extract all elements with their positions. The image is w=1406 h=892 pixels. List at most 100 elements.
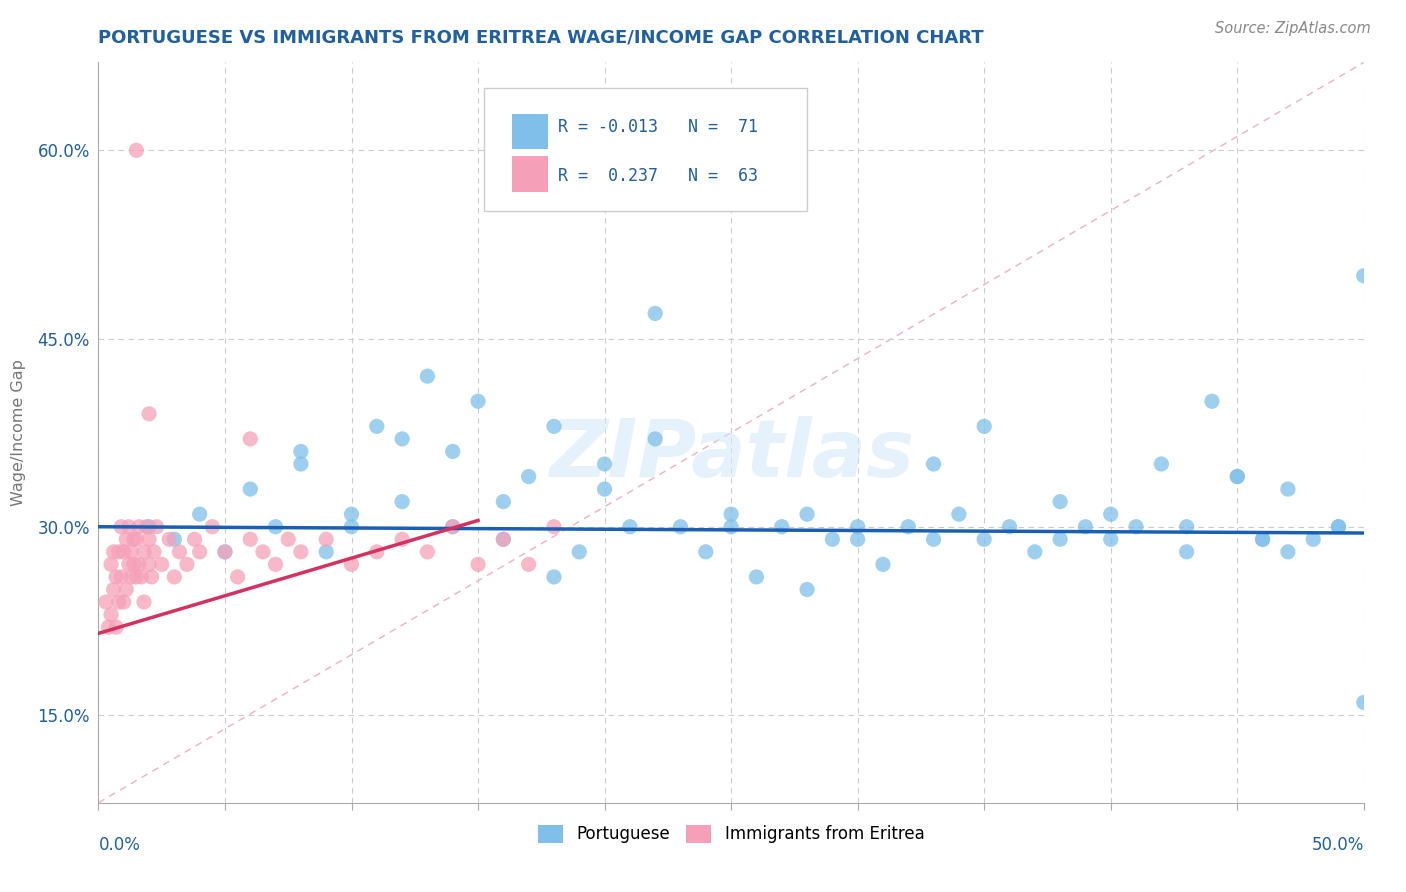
Point <box>141 570 163 584</box>
Point <box>1175 520 1198 534</box>
Point <box>517 558 540 572</box>
Point <box>1024 545 1046 559</box>
Point <box>1251 533 1274 547</box>
Text: R = -0.013   N =  71: R = -0.013 N = 71 <box>558 118 758 136</box>
Point <box>264 520 287 534</box>
Point <box>138 407 160 421</box>
Bar <box>512 156 547 192</box>
Text: 0.0%: 0.0% <box>98 836 141 855</box>
Legend: Portuguese, Immigrants from Eritrea: Portuguese, Immigrants from Eritrea <box>531 818 931 850</box>
Point <box>1125 520 1147 534</box>
Point <box>125 570 148 584</box>
Point <box>188 545 211 559</box>
Point <box>103 545 125 559</box>
Point <box>973 419 995 434</box>
Text: Source: ZipAtlas.com: Source: ZipAtlas.com <box>1215 21 1371 36</box>
Y-axis label: Wage/Income Gap: Wage/Income Gap <box>11 359 27 506</box>
Point <box>416 369 439 384</box>
Point <box>720 507 742 521</box>
Point <box>94 595 117 609</box>
Text: ZIPatlas: ZIPatlas <box>548 416 914 494</box>
Point <box>290 457 312 471</box>
Point <box>391 494 413 508</box>
Point <box>644 432 666 446</box>
FancyBboxPatch shape <box>484 88 807 211</box>
Point <box>441 520 464 534</box>
Point <box>315 545 337 559</box>
Point <box>110 520 132 534</box>
Point <box>105 620 128 634</box>
Point <box>120 570 142 584</box>
Point <box>183 533 205 547</box>
Point <box>340 558 363 572</box>
Point <box>644 306 666 320</box>
Point <box>391 432 413 446</box>
Point <box>97 620 120 634</box>
Text: PORTUGUESE VS IMMIGRANTS FROM ERITREA WAGE/INCOME GAP CORRELATION CHART: PORTUGUESE VS IMMIGRANTS FROM ERITREA WA… <box>98 29 984 47</box>
Point <box>872 558 894 572</box>
Point <box>131 570 153 584</box>
Point <box>1226 469 1249 483</box>
Point <box>150 558 173 572</box>
Point <box>1049 533 1071 547</box>
Point <box>107 545 129 559</box>
Point <box>619 520 641 534</box>
Point <box>998 520 1021 534</box>
Point <box>897 520 920 534</box>
Point <box>441 444 464 458</box>
Point <box>846 520 869 534</box>
Point <box>492 533 515 547</box>
Point <box>1353 268 1375 283</box>
Point <box>214 545 236 559</box>
Point <box>252 545 274 559</box>
Point <box>112 595 135 609</box>
Point <box>416 545 439 559</box>
Point <box>100 558 122 572</box>
Point <box>125 143 148 157</box>
Point <box>188 507 211 521</box>
Text: 50.0%: 50.0% <box>1312 836 1364 855</box>
Point <box>105 570 128 584</box>
Point <box>669 520 692 534</box>
Point <box>1251 533 1274 547</box>
Point <box>239 533 262 547</box>
Point <box>132 545 155 559</box>
Point <box>1074 520 1097 534</box>
Point <box>125 533 148 547</box>
Point <box>239 432 262 446</box>
Point <box>128 520 150 534</box>
Point <box>115 582 138 597</box>
Point <box>517 469 540 483</box>
Point <box>1150 457 1173 471</box>
Point <box>315 533 337 547</box>
Point <box>593 457 616 471</box>
Point <box>239 482 262 496</box>
Point <box>100 607 122 622</box>
Point <box>112 545 135 559</box>
Point <box>122 558 145 572</box>
Point <box>543 419 565 434</box>
Point <box>695 545 717 559</box>
Point <box>1353 695 1375 709</box>
Point <box>157 533 180 547</box>
Point <box>290 444 312 458</box>
Point <box>107 595 129 609</box>
Point <box>110 570 132 584</box>
Point <box>1049 494 1071 508</box>
Point <box>264 558 287 572</box>
Point <box>103 582 125 597</box>
Point <box>441 520 464 534</box>
Point <box>543 520 565 534</box>
Point <box>543 570 565 584</box>
Point <box>1099 507 1122 521</box>
Point <box>143 545 166 559</box>
Point <box>176 558 198 572</box>
Point <box>770 520 793 534</box>
Point <box>128 558 150 572</box>
Point <box>1327 520 1350 534</box>
Point <box>1327 520 1350 534</box>
Point <box>922 533 945 547</box>
Point <box>118 520 141 534</box>
Point <box>593 482 616 496</box>
Point <box>138 558 160 572</box>
